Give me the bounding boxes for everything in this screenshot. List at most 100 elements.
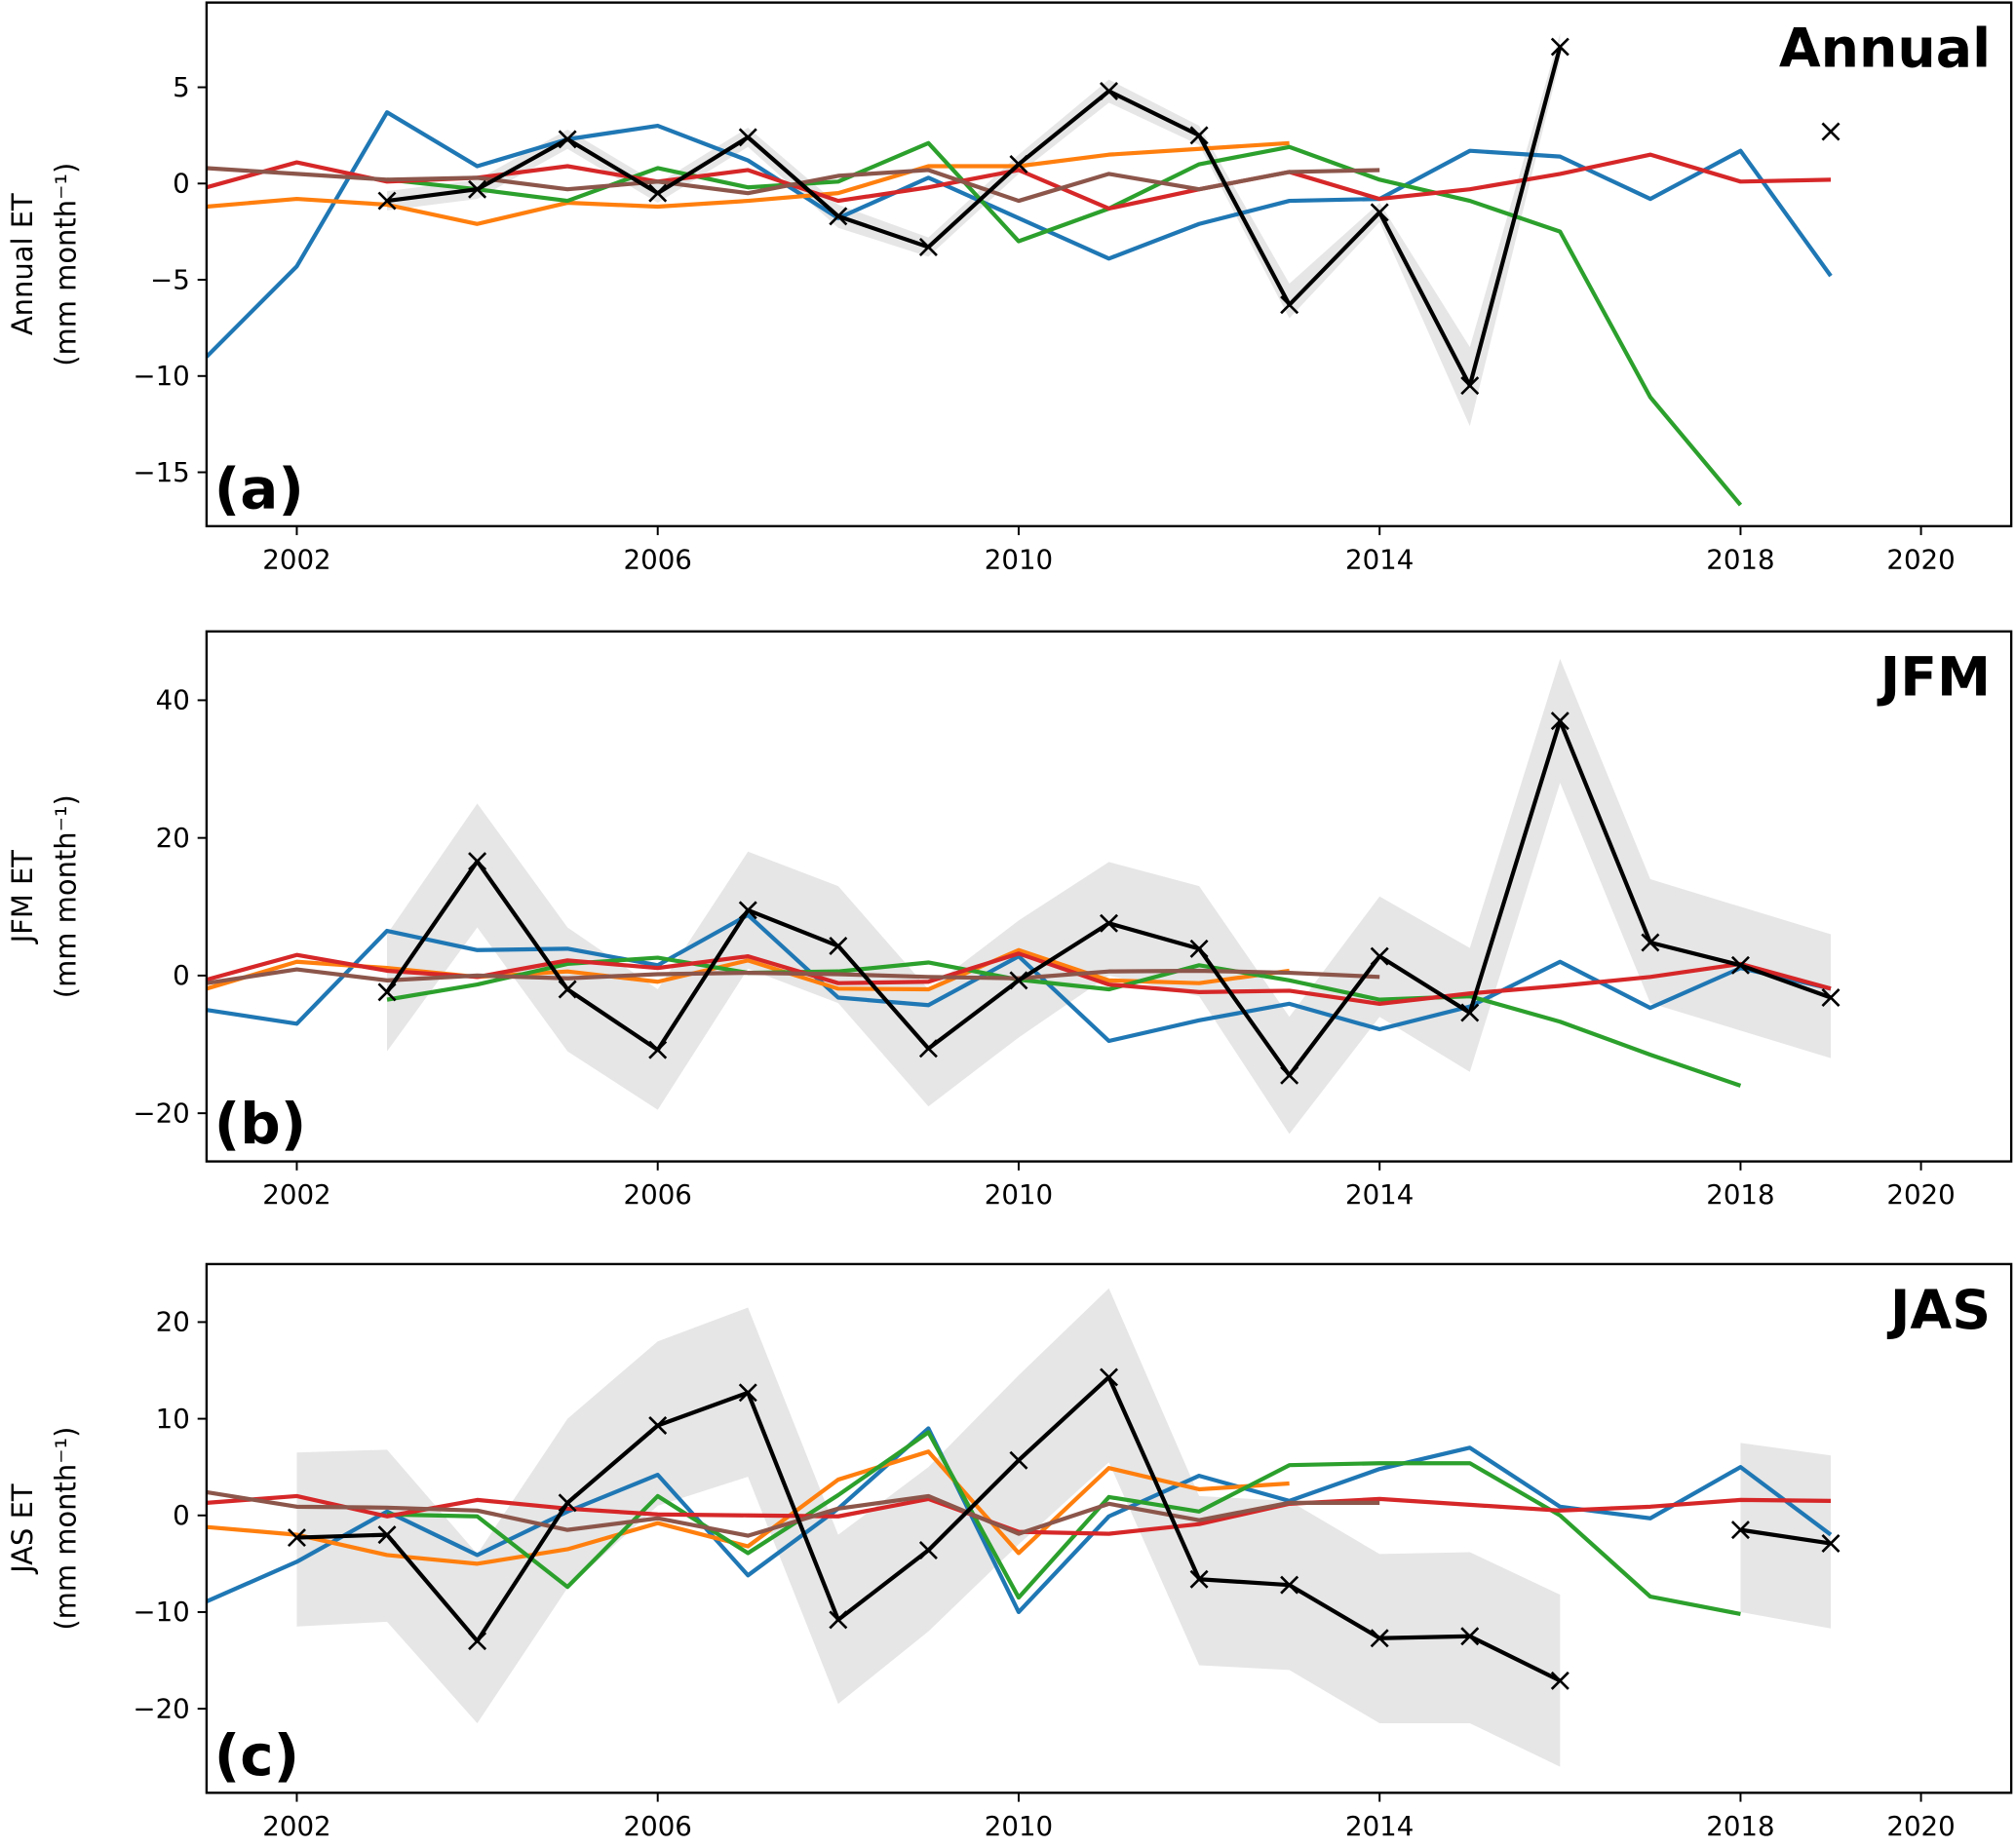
data-point-marker bbox=[1370, 1629, 1389, 1648]
x-tick-label: 2018 bbox=[1706, 1178, 1774, 1211]
x-tick-label: 2020 bbox=[1886, 543, 1955, 575]
data-point-marker bbox=[829, 1610, 848, 1630]
series-line-1 bbox=[206, 1449, 1290, 1566]
panel-label: (a) bbox=[214, 455, 304, 521]
data-point-marker bbox=[1009, 155, 1028, 174]
y-tick-label: 20 bbox=[156, 822, 190, 854]
data-point-marker bbox=[558, 980, 577, 999]
y-tick-label: 0 bbox=[173, 1499, 190, 1531]
y-tick-label: −10 bbox=[133, 360, 189, 392]
data-point-marker bbox=[377, 1525, 397, 1545]
data-point-marker bbox=[468, 1632, 487, 1651]
data-point-marker bbox=[1370, 946, 1389, 966]
data-point-marker bbox=[1280, 1065, 1299, 1085]
panel-label: (b) bbox=[214, 1091, 306, 1157]
data-point-marker bbox=[1460, 1627, 1480, 1646]
y-axis-label-units: (mm month⁻¹) bbox=[50, 1427, 83, 1631]
series-line-1 bbox=[206, 947, 1290, 992]
series-line-0 bbox=[206, 912, 1832, 1044]
x-tick-label: 2014 bbox=[1345, 1810, 1414, 1842]
y-tick-label: −20 bbox=[133, 1097, 189, 1129]
y-tick-label: 10 bbox=[156, 1403, 190, 1435]
y-axis-label: Annual ET bbox=[6, 193, 39, 335]
series-line-2 bbox=[386, 955, 1742, 1088]
data-point-marker bbox=[1100, 1367, 1119, 1387]
x-tick-label: 2010 bbox=[985, 543, 1053, 575]
data-point-marker bbox=[1280, 295, 1299, 315]
data-point-marker bbox=[648, 1416, 668, 1436]
data-point-marker bbox=[1460, 376, 1480, 396]
x-tick-label: 2018 bbox=[1706, 543, 1774, 575]
x-tick-label: 2002 bbox=[262, 1178, 330, 1211]
data-point-marker bbox=[468, 852, 487, 871]
data-point-marker bbox=[1641, 933, 1660, 952]
plot-area bbox=[206, 33, 1841, 507]
data-point-marker bbox=[1821, 1534, 1841, 1554]
series-line-1 bbox=[206, 140, 1290, 226]
data-point-marker bbox=[1821, 988, 1841, 1007]
y-tick-label: 0 bbox=[173, 168, 190, 200]
uncertainty-band bbox=[387, 33, 1561, 427]
data-point-marker bbox=[829, 207, 848, 226]
x-tick-label: 2006 bbox=[624, 543, 692, 575]
series-line-4 bbox=[206, 1489, 1380, 1538]
data-point-marker bbox=[1009, 971, 1028, 990]
series-line-4 bbox=[206, 166, 1380, 204]
y-axis-label: JFM ET bbox=[6, 850, 39, 945]
data-point-marker bbox=[829, 937, 848, 956]
x-tick-label: 2006 bbox=[624, 1810, 692, 1842]
y-tick-label: 40 bbox=[156, 684, 190, 716]
data-point-marker bbox=[738, 1383, 757, 1403]
data-point-marker bbox=[738, 128, 757, 147]
y-tick-label: 20 bbox=[156, 1306, 190, 1338]
y-axis-label-units: (mm month⁻¹) bbox=[50, 794, 83, 998]
x-tick-label: 2002 bbox=[262, 543, 330, 575]
y-tick-label: −15 bbox=[133, 456, 189, 488]
x-tick-label: 2020 bbox=[1886, 1810, 1955, 1842]
uncertainty-band bbox=[296, 1288, 1561, 1767]
y-tick-label: 5 bbox=[173, 71, 190, 103]
y-axis-label-units: (mm month⁻¹) bbox=[50, 163, 83, 366]
x-tick-label: 2010 bbox=[985, 1178, 1053, 1211]
y-axis-label: JAS ET bbox=[6, 1483, 39, 1575]
data-point-marker bbox=[1550, 712, 1569, 731]
data-point-marker bbox=[1189, 1569, 1209, 1589]
data-point-marker bbox=[918, 237, 938, 256]
axes-frame bbox=[205, 1, 2013, 528]
data-point-marker bbox=[377, 191, 397, 211]
y-tick-label: −10 bbox=[133, 1596, 189, 1628]
panel-title: JAS bbox=[1886, 1280, 1991, 1342]
x-tick-label: 2002 bbox=[262, 1810, 330, 1842]
data-point-marker bbox=[918, 1039, 938, 1059]
series-line-0 bbox=[206, 1426, 1833, 1615]
data-point-marker bbox=[1821, 122, 1841, 141]
data-point-marker bbox=[1370, 203, 1389, 222]
data-point-marker bbox=[1189, 939, 1209, 958]
panel-title: JFM bbox=[1877, 647, 1991, 710]
data-point-marker bbox=[738, 901, 757, 920]
data-point-marker bbox=[1460, 1003, 1480, 1022]
data-point-marker bbox=[648, 1040, 668, 1059]
data-point-marker bbox=[1100, 81, 1119, 100]
y-tick-label: −20 bbox=[133, 1692, 189, 1724]
data-point-marker bbox=[648, 183, 668, 203]
plot-area bbox=[206, 659, 1841, 1135]
x-tick-label: 2006 bbox=[624, 1178, 692, 1211]
data-point-marker bbox=[287, 1528, 306, 1548]
data-point-marker bbox=[1009, 1450, 1028, 1470]
series-line-2 bbox=[386, 140, 1743, 507]
axes-frame bbox=[205, 630, 2013, 1163]
data-point-marker bbox=[918, 1540, 938, 1559]
plot-area bbox=[206, 1288, 1841, 1767]
series-line-2 bbox=[386, 1430, 1741, 1616]
panel-annual: 2002 2006 2010 2014 2018 2020 5 0 −5 −10 −15 Annual… bbox=[6, 1, 2013, 575]
data-point-marker bbox=[558, 1493, 577, 1513]
x-tick-label: 2018 bbox=[1706, 1810, 1774, 1842]
x-tick-label: 2010 bbox=[985, 1810, 1053, 1842]
data-point-marker bbox=[1730, 955, 1750, 975]
data-point-marker bbox=[558, 130, 577, 149]
x-tick-label: 2014 bbox=[1345, 543, 1414, 575]
series-line-0 bbox=[206, 110, 1833, 359]
